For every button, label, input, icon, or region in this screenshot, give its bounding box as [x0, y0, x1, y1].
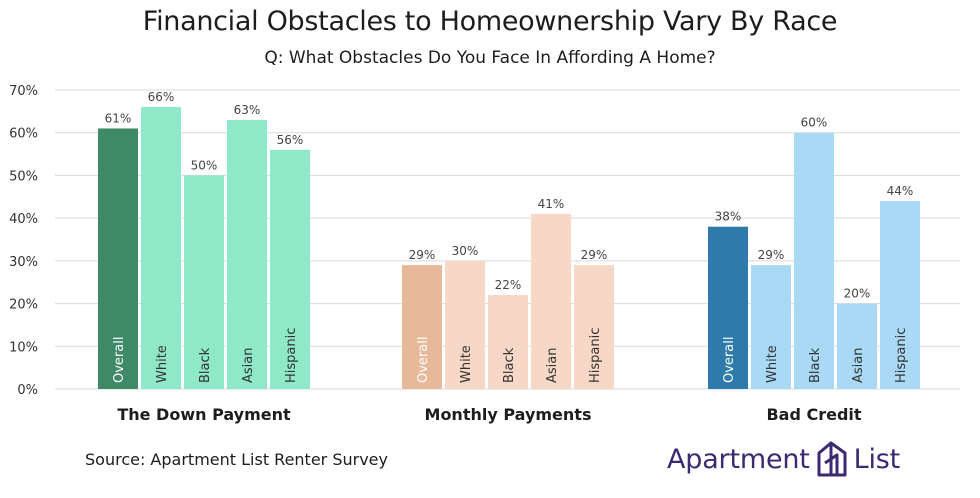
- bar-category-label: Asian: [851, 348, 866, 383]
- bar-value-label: 44%: [887, 184, 914, 198]
- bar: [751, 265, 791, 389]
- source-note: Source: Apartment List Renter Survey: [85, 450, 388, 469]
- y-tick-label: 50%: [9, 169, 38, 184]
- group-label: Bad Credit: [766, 405, 861, 424]
- bar: [402, 265, 442, 389]
- bar-category-label: Overall: [112, 337, 127, 383]
- logo-word-apartment: Apartment: [667, 443, 810, 475]
- bar: [574, 265, 614, 389]
- bar: [141, 107, 181, 389]
- logo-word-list: List: [853, 443, 901, 475]
- bar-category-label: Hispanic: [284, 328, 299, 383]
- bar-chart: 0% 10% 20% 30% 40% 50% 60% 70% 61% Overall 66% Whit…: [9, 84, 960, 424]
- bar: [880, 201, 920, 389]
- bar-category-label: Overall: [722, 337, 737, 383]
- bar-category-label: Black: [808, 347, 823, 383]
- y-tick-label: 10%: [9, 340, 38, 355]
- chart-subtitle: Q: What Obstacles Do You Face In Affordi…: [264, 48, 716, 68]
- y-tick-label: 30%: [9, 255, 38, 270]
- bar-category-label: White: [765, 345, 780, 383]
- bar: [445, 260, 485, 389]
- group-label: The Down Payment: [117, 405, 291, 424]
- bar-category-label: Asian: [545, 348, 560, 383]
- bar: [184, 175, 224, 389]
- bar-category-label: Hispanic: [894, 328, 909, 383]
- y-tick-label: 40%: [9, 212, 38, 227]
- bar: [794, 132, 834, 389]
- bar-value-label: 20%: [844, 287, 871, 301]
- bar: [837, 303, 877, 389]
- bar: [531, 213, 571, 389]
- bar-value-label: 50%: [191, 158, 218, 172]
- bar: [270, 149, 310, 389]
- bar-value-label: 60%: [801, 116, 828, 130]
- bar-value-label: 63%: [234, 103, 261, 117]
- bar-value-label: 29%: [758, 248, 785, 262]
- chart-title: Financial Obstacles to Homeownership Var…: [142, 6, 838, 37]
- bar-value-label: 29%: [409, 248, 436, 262]
- y-tick-label: 20%: [9, 298, 38, 313]
- bar: [488, 295, 528, 389]
- group-label: Monthly Payments: [425, 405, 592, 424]
- bar: [708, 226, 748, 389]
- bar-value-label: 66%: [148, 90, 175, 104]
- bar-value-label: 56%: [277, 133, 304, 147]
- bar-category-label: Overall: [416, 337, 431, 383]
- bar-value-label: 30%: [452, 244, 479, 258]
- bar-value-label: 61%: [105, 111, 132, 125]
- bar-value-label: 38%: [715, 210, 742, 224]
- bar-category-label: Black: [502, 347, 517, 383]
- bar-category-label: Asian: [241, 348, 256, 383]
- bar-value-label: 22%: [495, 278, 522, 292]
- bar: [227, 119, 267, 390]
- bar-category-label: White: [155, 345, 170, 383]
- bar: [98, 128, 138, 389]
- bar-category-label: Hispanic: [588, 328, 603, 383]
- y-tick-label: 70%: [9, 84, 38, 99]
- bar-category-label: Black: [198, 347, 213, 383]
- y-tick-label: 0%: [17, 383, 38, 398]
- bar-category-label: White: [459, 345, 474, 383]
- bar-value-label: 41%: [538, 197, 565, 211]
- y-tick-label: 60%: [9, 127, 38, 142]
- apartment-list-logo-icon: [817, 441, 847, 477]
- apartment-list-logo: Apartment List: [667, 436, 900, 482]
- bar-value-label: 29%: [581, 248, 608, 262]
